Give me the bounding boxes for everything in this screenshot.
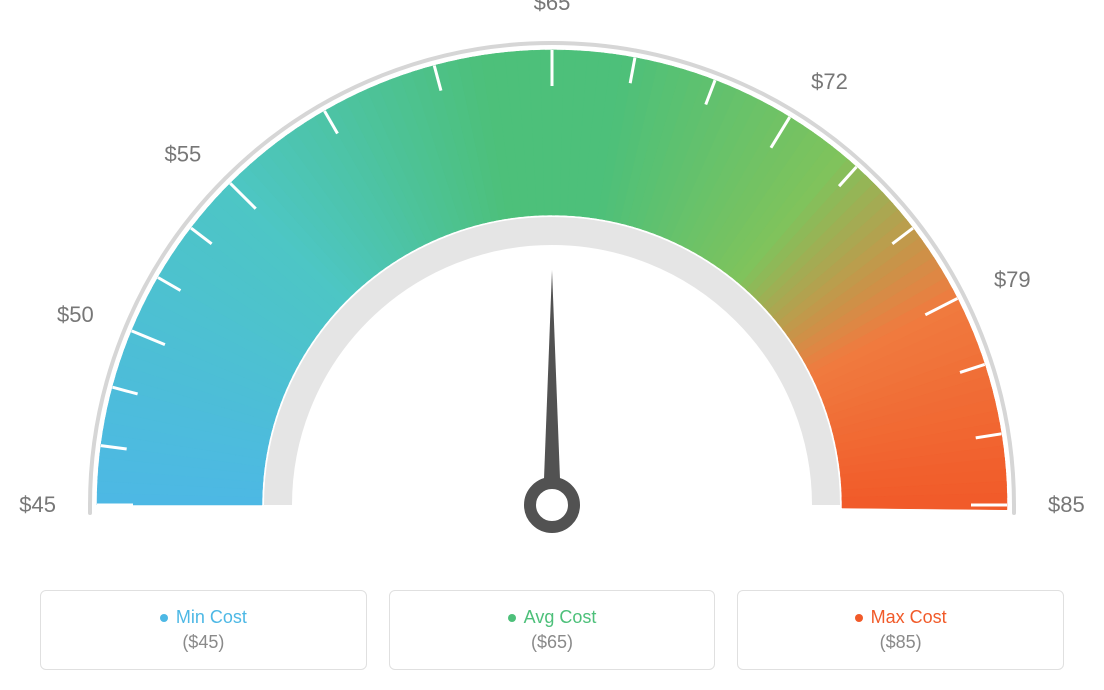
tick-label: $72	[811, 69, 848, 94]
legend-label-row: Min Cost	[160, 607, 247, 628]
gauge-needle-hub	[530, 483, 574, 527]
tick-label: $50	[57, 302, 94, 327]
legend-value: ($45)	[182, 632, 224, 653]
legend-label-row: Avg Cost	[508, 607, 597, 628]
legend-dot-icon	[855, 614, 863, 622]
legend-row: Min Cost ($45) Avg Cost ($65) Max Cost ($85)	[40, 590, 1064, 670]
legend-dot-icon	[508, 614, 516, 622]
legend-label: Max Cost	[871, 607, 947, 628]
legend-card: Max Cost ($85)	[737, 590, 1064, 670]
legend-label: Min Cost	[176, 607, 247, 628]
legend-dot-icon	[160, 614, 168, 622]
legend-card: Min Cost ($45)	[40, 590, 367, 670]
legend-label: Avg Cost	[524, 607, 597, 628]
tick-label: $65	[534, 0, 571, 15]
legend-value: ($85)	[880, 632, 922, 653]
tick-label: $85	[1048, 492, 1085, 517]
legend-label-row: Max Cost	[855, 607, 947, 628]
legend-value: ($65)	[531, 632, 573, 653]
tick-label: $45	[19, 492, 56, 517]
tick-label: $55	[165, 141, 202, 166]
cost-gauge: $45 $50 $55 $65 $72 $79 $85	[0, 0, 1104, 580]
tick-label: $79	[994, 267, 1031, 292]
legend-card: Avg Cost ($65)	[389, 590, 716, 670]
